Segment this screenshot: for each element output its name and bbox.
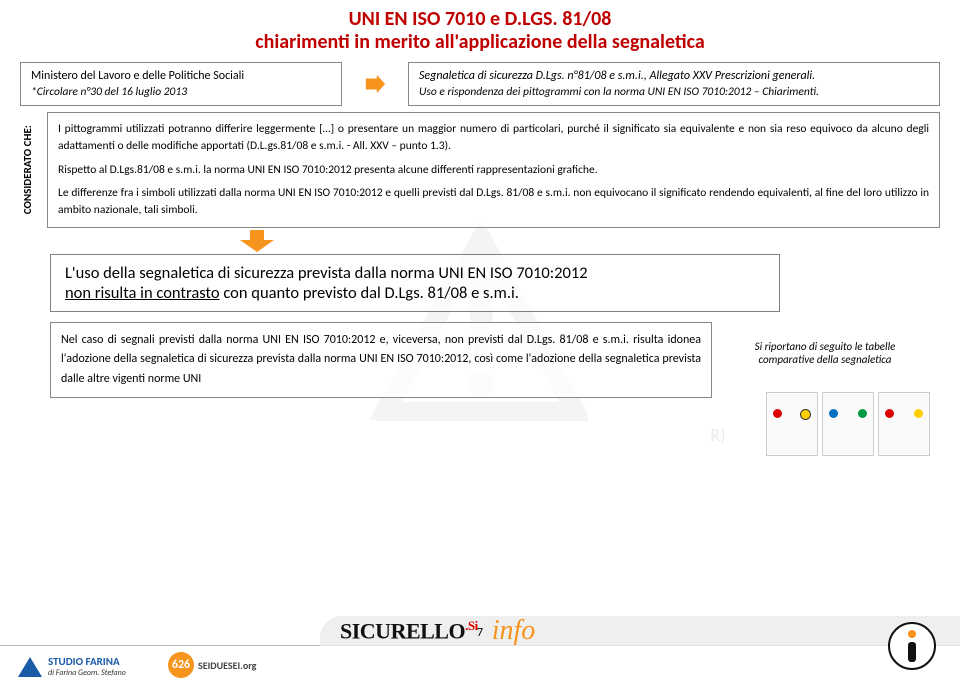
bottom-row: Nel caso di segnali previsti dalla norma… [20,322,940,398]
considerato-row: CONSIDERATO CHE: I pittogrammi utilizzat… [20,112,940,228]
farina-title: STUDIO FARINA [48,655,126,668]
thumbnail-3 [878,392,930,456]
considerato-p3: Le differenze fra i simboli utilizzati d… [58,185,929,220]
conclusion-line1: L'uso della segnaletica di sicurezza pre… [65,263,765,283]
considerato-p2: Rispetto al D.Lgs.81/08 e s.m.i. la norm… [58,162,929,179]
header-boxes-row: Ministero del Lavoro e delle Politiche S… [20,62,940,106]
bottom-left-box: Nel caso di segnali previsti dalla norma… [50,322,712,398]
title-line1: UNI EN ISO 7010 e D.LGS. 81/08 [349,7,612,31]
conclusion-underline: non risulta in contrasto [65,283,220,303]
studio-farina-logo: STUDIO FARINA di Farina Geom. Stefano [18,655,126,678]
page-number: 7 [477,626,483,640]
conclusion-line2: non risulta in contrasto con quanto prev… [65,283,765,303]
segnaletica-box: Segnaletica di sicurezza D.Lgs. n°81/08 … [408,62,940,106]
segnaletica-line1: Segnaletica di sicurezza D.Lgs. n°81/08 … [419,69,815,83]
seiduesei-logo: 626 SEIDUESEI.org [168,652,256,678]
thumbnail-2 [822,392,874,456]
bottom-right-note: Si riportano di seguito le tabelle compa… [730,322,920,366]
page-footer: 7 SICURELLO.Si info STUDIO FARINA di Far… [0,616,960,684]
farina-text-group: STUDIO FARINA di Farina Geom. Stefano [48,655,126,678]
watermark-r: R) [710,424,725,446]
arrow-right-icon [364,73,386,95]
considerato-label: CONSIDERATO CHE: [20,112,39,228]
seiduesei-text: SEIDUESEI.org [198,659,256,672]
considerato-box: I pittogrammi utilizzati potranno differ… [47,112,940,228]
ministry-line1: Ministero del Lavoro e delle Politiche S… [31,69,244,83]
page-content: UNI EN ISO 7010 e D.LGS. 81/08 chiarimen… [0,0,960,398]
title-line2: chiarimenti in merito all'applicazione d… [255,30,704,54]
info-icon [888,622,936,670]
considerato-p1: I pittogrammi utilizzati potranno differ… [58,121,929,156]
arrow-down-icon [240,230,274,252]
seiduesei-circle-icon: 626 [168,652,194,678]
farina-triangle-icon [18,657,42,677]
thumbnail-group [766,392,930,456]
sicurello-text: SICURELLO [340,618,465,643]
conclusion-box: L'uso della segnaletica di sicurezza pre… [50,254,780,312]
thumbnail-1 [766,392,818,456]
info-word: info [492,615,536,647]
page-title: UNI EN ISO 7010 e D.LGS. 81/08 chiarimen… [20,8,940,54]
sicurello-logo: SICURELLO.Si [340,618,478,644]
sicurello-si: .Si [465,618,478,633]
ministry-box: Ministero del Lavoro e delle Politiche S… [20,62,342,106]
segnaletica-line2: Uso e rispondenza dei pittogrammi con la… [419,85,929,99]
ministry-line2: *Circolare n°30 del 16 luglio 2013 [31,85,331,99]
farina-sub: di Farina Geom. Stefano [48,668,126,678]
info-bar: SICURELLO.Si info [320,616,960,646]
conclusion-rest: con quanto previsto dal D.Lgs. 81/08 e s… [220,283,519,303]
